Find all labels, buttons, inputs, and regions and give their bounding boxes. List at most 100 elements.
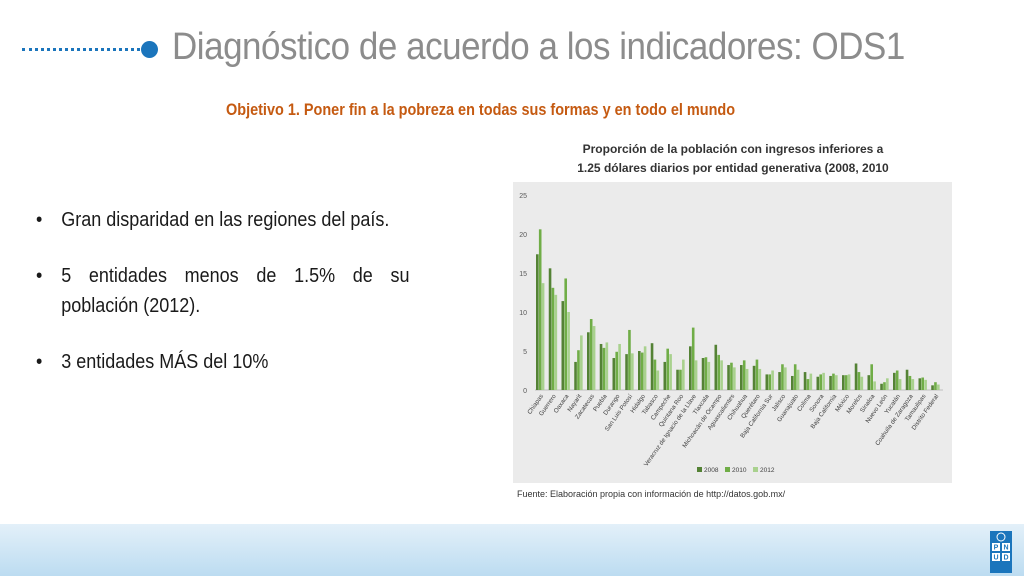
bar-2010 — [870, 364, 873, 390]
bar-2012 — [682, 359, 685, 390]
bar-2012 — [822, 372, 825, 390]
bar-2012 — [745, 368, 749, 390]
bar-2008 — [893, 372, 896, 390]
bar-2008 — [918, 378, 922, 390]
bar-2008 — [536, 254, 539, 390]
y-tick-label: 0 — [523, 388, 527, 395]
undp-logo: P N U D — [990, 531, 1012, 573]
bar-2008 — [778, 372, 781, 390]
bar-2008 — [663, 361, 667, 390]
bar-2010 — [895, 370, 899, 390]
bar-2012 — [541, 283, 545, 390]
bullet-item: Gran disparidad en las regiones del país… — [36, 205, 410, 235]
bar-2012 — [758, 368, 762, 390]
bar-2012 — [860, 376, 864, 390]
bar-2010 — [806, 379, 810, 390]
bar-2010 — [768, 374, 771, 390]
bar-2012 — [618, 343, 621, 390]
bar-2010 — [679, 369, 682, 390]
bar-2008 — [612, 358, 616, 390]
bar-2012 — [937, 384, 940, 390]
bar-2010 — [615, 351, 618, 390]
bar-2008 — [650, 343, 654, 390]
bar-2008 — [587, 332, 590, 390]
bar-2010 — [551, 287, 555, 390]
bar-2008 — [803, 372, 807, 390]
bar-2010 — [857, 372, 861, 390]
y-tick-label: 20 — [519, 232, 527, 239]
bar-2010 — [717, 354, 720, 390]
legend-swatch-2008 — [697, 467, 702, 472]
bar-2008 — [867, 375, 871, 390]
bar-2010 — [640, 352, 644, 390]
bar-2012 — [796, 369, 800, 390]
legend-label: 2008 — [704, 467, 719, 474]
bar-2012 — [656, 370, 660, 390]
bar-2008 — [905, 369, 909, 390]
bar-2008 — [842, 375, 845, 390]
bar-chart: 0510152025ChiapasGuerreroOaxacaNayaritZa… — [519, 193, 943, 474]
bar-2012 — [886, 378, 889, 390]
bar-2008 — [638, 351, 641, 390]
bar-2008 — [676, 369, 679, 390]
bar-2008 — [931, 385, 934, 390]
y-tick-label: 5 — [523, 349, 527, 356]
source-note: Fuente: Elaboración propia con informaci… — [517, 489, 786, 499]
bar-2010 — [704, 357, 708, 390]
bar-2010 — [832, 373, 835, 390]
legend-swatch-2010 — [725, 467, 730, 472]
bar-2008 — [740, 365, 743, 390]
bullet-item: 3 entidades MÁS del 10% — [36, 347, 410, 377]
bar-2012 — [784, 367, 787, 390]
bar-2008 — [689, 346, 692, 390]
bar-2008 — [561, 301, 565, 390]
bar-2012 — [707, 361, 711, 390]
bar-2012 — [669, 354, 672, 390]
bar-2012 — [911, 379, 915, 390]
bar-2008 — [599, 343, 603, 390]
bar-2008 — [625, 354, 628, 390]
bar-2010 — [691, 327, 695, 390]
bar-2012 — [809, 373, 813, 390]
bullet-item: 5 entidades menos de 1.5% de su població… — [36, 261, 410, 321]
title-dotted-line — [22, 48, 140, 51]
bar-2008 — [791, 375, 794, 390]
bar-2010 — [844, 375, 848, 390]
bar-2010 — [908, 375, 912, 390]
chart-panel: 0 5 10 15 20 25 Chiapas Guerrero Oaxaca Nayarit Za… — [513, 182, 952, 483]
bar-2012 — [733, 367, 736, 390]
bar-2008 — [727, 365, 730, 390]
bar-2010 — [934, 382, 937, 390]
logo-letter: P — [994, 545, 999, 552]
bar-2010 — [577, 350, 580, 390]
y-tick-label: 25 — [519, 193, 527, 200]
bar-2008 — [574, 361, 577, 390]
bar-2008 — [752, 365, 756, 390]
bar-2010 — [819, 374, 822, 390]
bullet-list: Gran disparidad en las regiones del país… — [36, 205, 410, 403]
bar-2012 — [580, 335, 583, 390]
bar-2010 — [742, 360, 746, 390]
bar-2010 — [781, 364, 784, 390]
bar-2010 — [602, 347, 606, 390]
bar-2010 — [793, 364, 797, 390]
bar-2008 — [829, 375, 832, 390]
bar-2010 — [628, 329, 631, 390]
logo-letter: N — [1003, 545, 1008, 552]
bar-2010 — [921, 377, 924, 390]
bar-2012 — [592, 326, 596, 390]
bar-2012 — [873, 381, 876, 390]
y-tick-label: 15 — [519, 271, 527, 278]
bar-2008 — [854, 363, 858, 390]
bar-2008 — [548, 268, 552, 390]
bar-2012 — [694, 360, 698, 390]
bar-2008 — [714, 344, 718, 390]
bar-2010 — [589, 319, 593, 390]
bar-2008 — [701, 358, 705, 390]
bar-2008 — [880, 383, 883, 390]
logo-letter: D — [1003, 555, 1008, 562]
legend-label: 2010 — [732, 467, 747, 474]
bar-2010 — [653, 359, 657, 390]
bar-2012 — [898, 379, 902, 390]
y-tick-label: 10 — [519, 310, 527, 317]
